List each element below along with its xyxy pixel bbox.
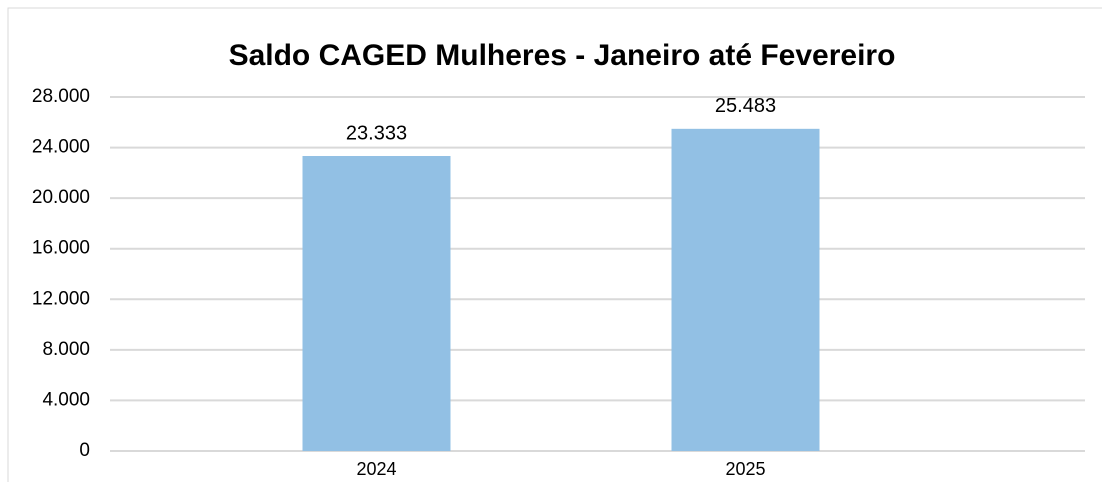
y-tick-label: 20.000: [32, 187, 90, 208]
y-tick-label: 24.000: [32, 137, 90, 158]
value-label: 23.333: [346, 122, 407, 144]
x-tick-label: 2025: [725, 459, 765, 479]
chart-title: Saldo CAGED Mulheres - Janeiro até Fever…: [229, 39, 896, 72]
y-tick-label: 12.000: [32, 288, 90, 309]
value-label: 25.483: [715, 95, 776, 117]
y-tick-label: 0: [79, 440, 90, 461]
y-tick-label: 28.000: [32, 86, 90, 107]
chart-border: [7, 7, 1102, 482]
y-tick-label: 16.000: [32, 238, 90, 259]
bar: [302, 156, 451, 451]
x-tick-label: 2024: [356, 459, 396, 479]
y-tick-label: 8.000: [42, 339, 90, 360]
y-tick-label: 4.000: [42, 389, 90, 410]
bar: [671, 128, 820, 451]
